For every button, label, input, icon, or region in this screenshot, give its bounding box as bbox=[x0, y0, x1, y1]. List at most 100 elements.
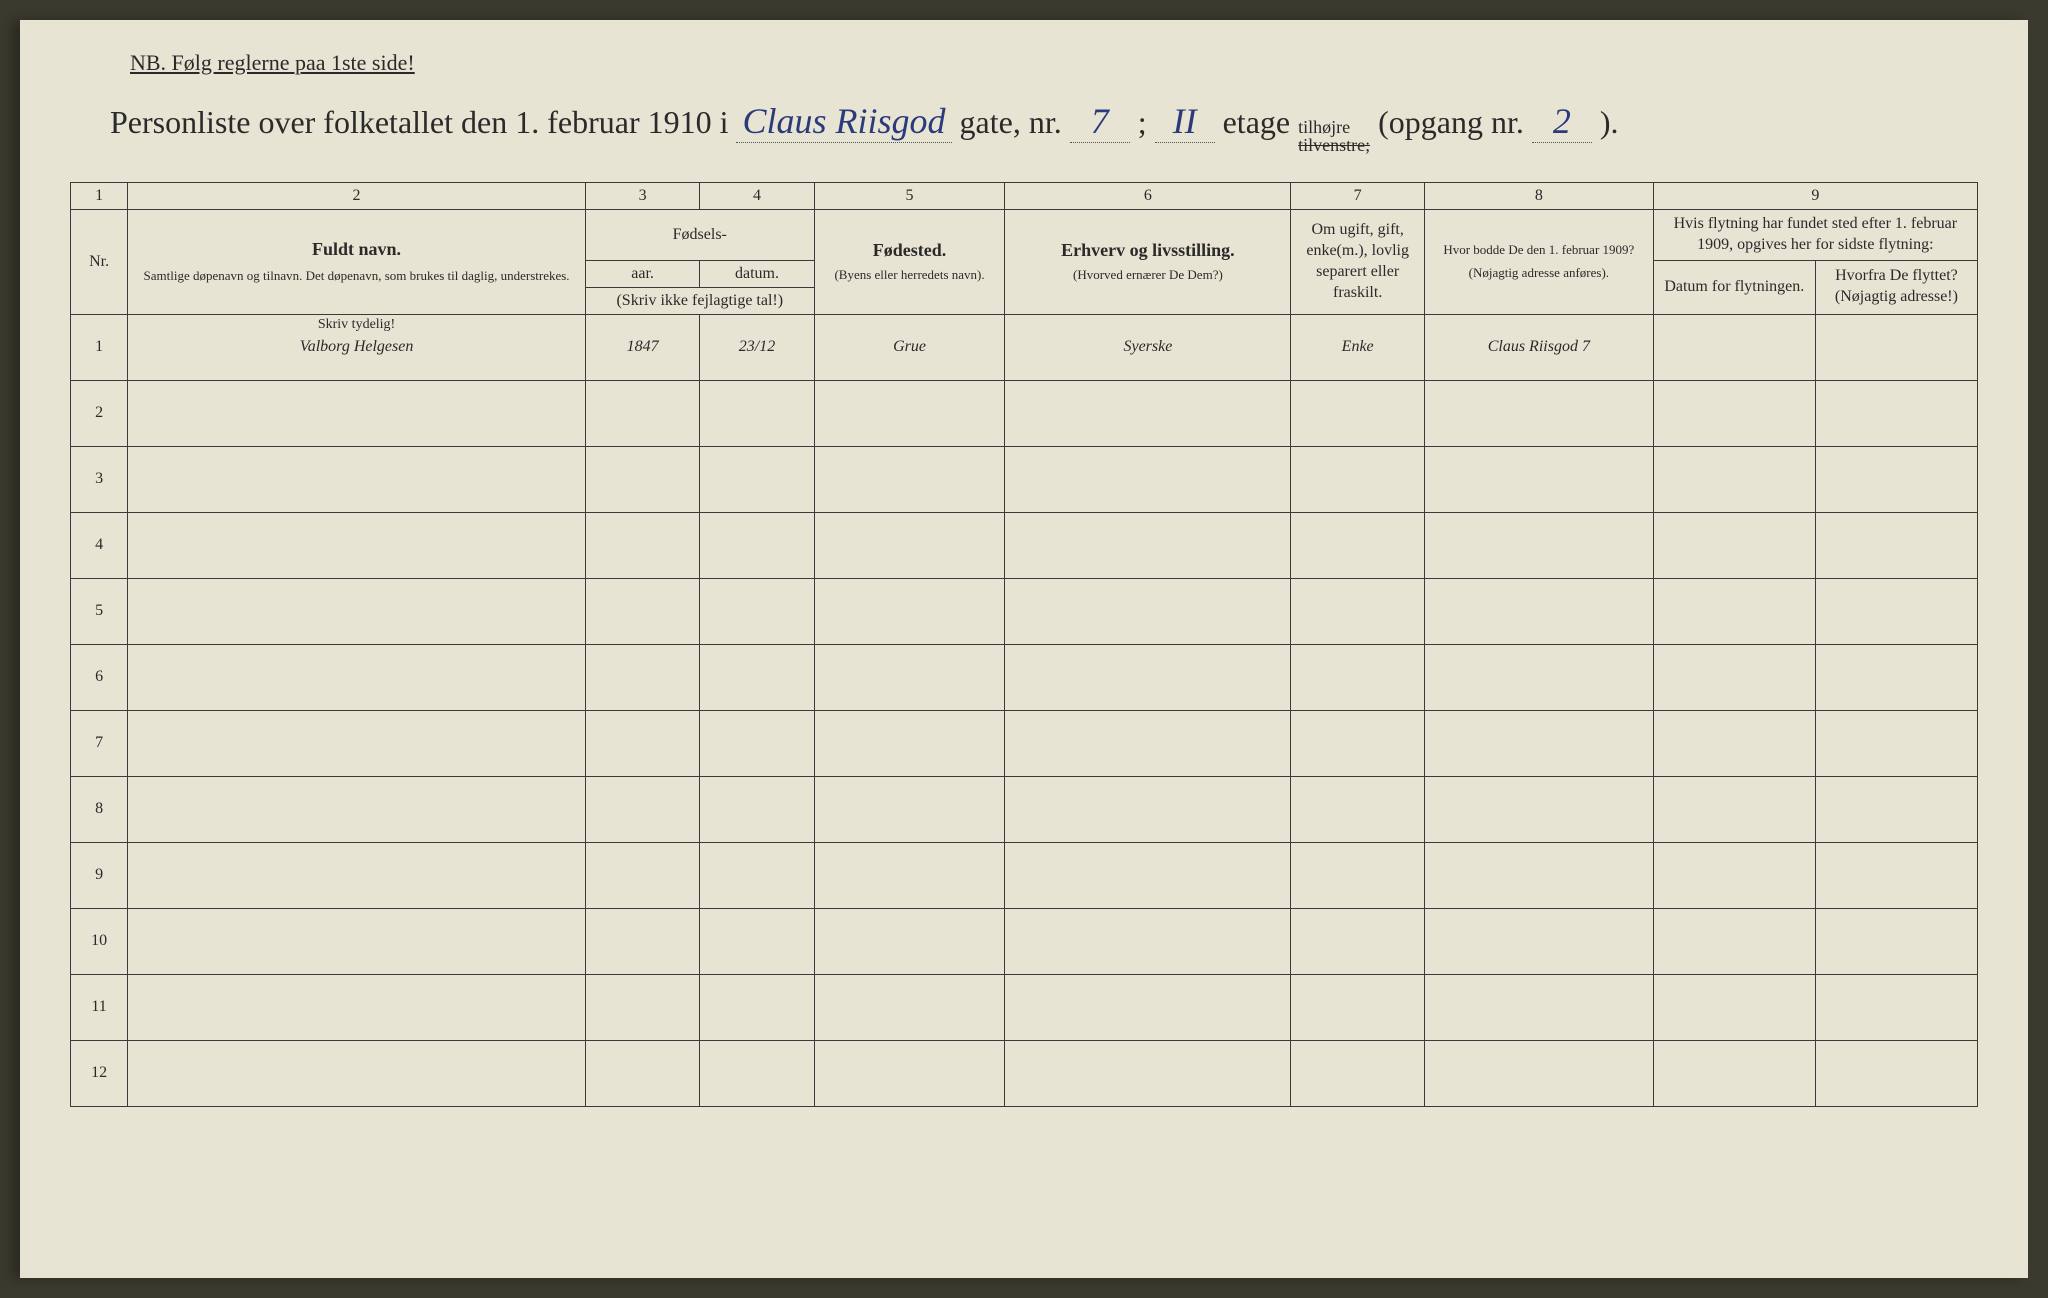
table-row: 5 bbox=[71, 578, 1978, 644]
cell-movedate bbox=[1653, 644, 1815, 710]
address-sub: (Nøjagtig adresse anføres). bbox=[1431, 265, 1647, 282]
table-row: 6 bbox=[71, 644, 1978, 710]
cell-occupation bbox=[1005, 842, 1291, 908]
cell-marital bbox=[1291, 842, 1424, 908]
separator: ; bbox=[1138, 104, 1147, 141]
cell-birthplace bbox=[814, 644, 1005, 710]
cell-date bbox=[700, 644, 814, 710]
cell-birthplace bbox=[814, 974, 1005, 1040]
colnum-8: 8 bbox=[1424, 183, 1653, 210]
etage-label: etage bbox=[1223, 104, 1291, 141]
cell-occupation bbox=[1005, 380, 1291, 446]
cell-nr: 3 bbox=[71, 446, 128, 512]
cell-occupation bbox=[1005, 710, 1291, 776]
cell-date bbox=[700, 908, 814, 974]
cell-address bbox=[1424, 1040, 1653, 1106]
cell-marital bbox=[1291, 776, 1424, 842]
header-fodsels: Fødsels- bbox=[585, 210, 814, 261]
cell-occupation: Syerske bbox=[1005, 314, 1291, 380]
cell-address bbox=[1424, 512, 1653, 578]
floor-nr: II bbox=[1155, 100, 1215, 143]
cell-movedate bbox=[1653, 842, 1815, 908]
cell-nr: 4 bbox=[71, 512, 128, 578]
colnum-9: 9 bbox=[1653, 183, 1977, 210]
cell-movedate bbox=[1653, 1040, 1815, 1106]
colnum-3: 3 bbox=[585, 183, 699, 210]
address-title: Hvor bodde De den 1. februar 1909? bbox=[1431, 242, 1647, 259]
cell-movedfrom bbox=[1815, 446, 1977, 512]
cell-movedfrom bbox=[1815, 908, 1977, 974]
cell-year bbox=[585, 842, 699, 908]
header-occupation: Erhverv og livsstilling. (Hvorved ernære… bbox=[1005, 210, 1291, 315]
cell-year bbox=[585, 446, 699, 512]
cell-birthplace bbox=[814, 446, 1005, 512]
cell-year bbox=[585, 1040, 699, 1106]
cell-nr: 12 bbox=[71, 1040, 128, 1106]
cell-marital bbox=[1291, 710, 1424, 776]
cell-marital bbox=[1291, 512, 1424, 578]
cell-address bbox=[1424, 710, 1653, 776]
nb-instruction: NB. Følg reglerne paa 1ste side! bbox=[130, 50, 1978, 76]
cell-address bbox=[1424, 776, 1653, 842]
street-name: Claus Riisgod bbox=[736, 100, 951, 143]
table-header: 1 2 3 4 5 6 7 8 9 Nr. Fuldt navn. Samtli… bbox=[71, 183, 1978, 315]
cell-nr: 6 bbox=[71, 644, 128, 710]
cell-date bbox=[700, 446, 814, 512]
title-prefix: Personliste over folketallet den 1. febr… bbox=[110, 104, 728, 141]
cell-date bbox=[700, 710, 814, 776]
header-name: Fuldt navn. Samtlige døpenavn og tilnavn… bbox=[128, 210, 586, 315]
house-nr: 7 bbox=[1070, 100, 1130, 143]
column-number-row: 1 2 3 4 5 6 7 8 9 bbox=[71, 183, 1978, 210]
cell-nr: 7 bbox=[71, 710, 128, 776]
table-row: 2 bbox=[71, 380, 1978, 446]
census-page: NB. Følg reglerne paa 1ste side! Personl… bbox=[20, 20, 2028, 1278]
cell-movedate bbox=[1653, 512, 1815, 578]
cell-name bbox=[128, 908, 586, 974]
cell-birthplace: Grue bbox=[814, 314, 1005, 380]
cell-birthplace bbox=[814, 578, 1005, 644]
table-row: 4 bbox=[71, 512, 1978, 578]
colnum-5: 5 bbox=[814, 183, 1005, 210]
cell-movedfrom bbox=[1815, 776, 1977, 842]
table-row: 7 bbox=[71, 710, 1978, 776]
cell-date bbox=[700, 380, 814, 446]
header-nr: Nr. bbox=[71, 210, 128, 315]
table-row: 1Skriv tydelig!Valborg Helgesen184723/12… bbox=[71, 314, 1978, 380]
cell-movedate bbox=[1653, 578, 1815, 644]
colnum-6: 6 bbox=[1005, 183, 1291, 210]
cell-date bbox=[700, 776, 814, 842]
cell-date bbox=[700, 578, 814, 644]
cell-occupation bbox=[1005, 974, 1291, 1040]
cell-name bbox=[128, 710, 586, 776]
cell-movedfrom bbox=[1815, 1040, 1977, 1106]
cell-name bbox=[128, 974, 586, 1040]
name-sub: Samtlige døpenavn og tilnavn. Det døpena… bbox=[134, 268, 579, 285]
cell-address bbox=[1424, 578, 1653, 644]
cell-name bbox=[128, 776, 586, 842]
cell-occupation bbox=[1005, 776, 1291, 842]
cell-birthplace bbox=[814, 908, 1005, 974]
cell-movedate bbox=[1653, 380, 1815, 446]
cell-address bbox=[1424, 974, 1653, 1040]
cell-nr: 11 bbox=[71, 974, 128, 1040]
cell-marital bbox=[1291, 578, 1424, 644]
table-row: 10 bbox=[71, 908, 1978, 974]
skriv-tydelig-label: Skriv tydelig! bbox=[318, 317, 395, 333]
gate-label: gate, nr. bbox=[960, 104, 1062, 141]
table-row: 12 bbox=[71, 1040, 1978, 1106]
opgang-label: (opgang nr. bbox=[1378, 104, 1524, 141]
cell-address bbox=[1424, 446, 1653, 512]
cell-marital bbox=[1291, 380, 1424, 446]
header-year-date-sub: (Skriv ikke fejlagtige tal!) bbox=[585, 287, 814, 314]
cell-address bbox=[1424, 908, 1653, 974]
cell-birthplace bbox=[814, 842, 1005, 908]
cell-occupation bbox=[1005, 578, 1291, 644]
cell-marital bbox=[1291, 446, 1424, 512]
cell-nr: 2 bbox=[71, 380, 128, 446]
cell-nr: 8 bbox=[71, 776, 128, 842]
cell-name: Skriv tydelig!Valborg Helgesen bbox=[128, 314, 586, 380]
cell-birthplace bbox=[814, 380, 1005, 446]
cell-movedfrom bbox=[1815, 512, 1977, 578]
cell-nr: 1 bbox=[71, 314, 128, 380]
table-row: 9 bbox=[71, 842, 1978, 908]
